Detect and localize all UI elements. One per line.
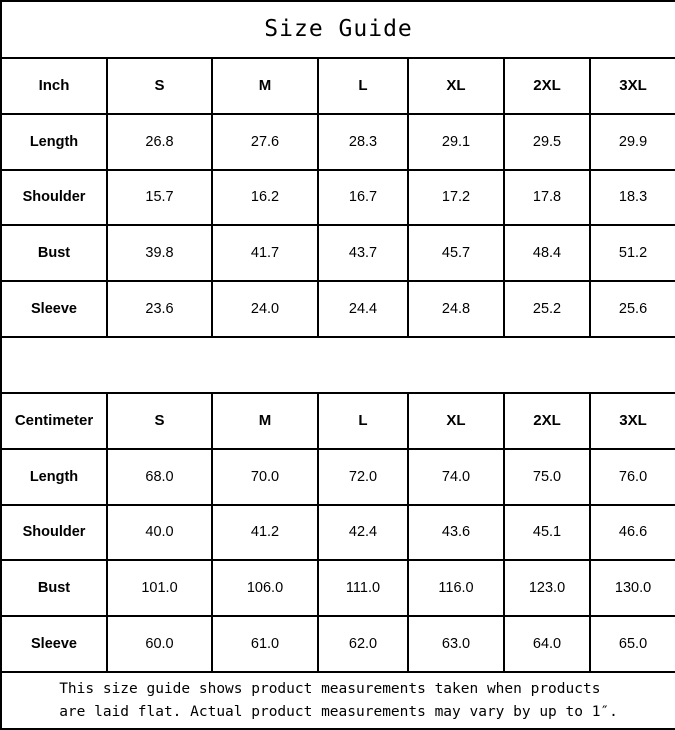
size-header-cell: S [106,56,213,115]
measurement-value-cell: 64.0 [503,615,591,674]
measurement-value-cell: 24.4 [317,280,409,339]
measurement-value-cell: 24.0 [211,280,319,339]
measurement-value-cell: 51.2 [588,224,675,283]
measurement-value-cell: 48.4 [503,224,591,283]
measurement-value-cell: 46.6 [588,503,675,562]
measurement-label-cell: Bust [0,559,108,618]
measurement-label-cell: Bust [0,224,108,283]
measurement-row: Length 68.0 70.0 72.0 74.0 75.0 76.0 [0,447,675,506]
measurement-value-cell: 17.2 [407,168,505,227]
measurement-value-cell: 41.2 [211,503,319,562]
measurement-value-cell: 25.2 [503,280,591,339]
measurement-value-cell: 116.0 [407,559,505,618]
measurement-value-cell: 27.6 [211,112,319,171]
measurement-value-cell: 74.0 [407,447,505,506]
spacer-cell [0,336,675,394]
measurement-row: Shoulder 40.0 41.2 42.4 43.6 45.1 46.6 [0,503,675,562]
measurement-value-cell: 70.0 [211,447,319,506]
size-header-cell: 2XL [503,56,591,115]
size-header-cell: 3XL [588,56,675,115]
measurement-value-cell: 15.7 [106,168,213,227]
measurement-label-cell: Sleeve [0,280,108,339]
footnote-cell: This size guide shows product measuremen… [0,671,675,730]
measurement-value-cell: 106.0 [211,559,319,618]
measurement-value-cell: 130.0 [588,559,675,618]
measurement-value-cell: 76.0 [588,447,675,506]
measurement-value-cell: 24.8 [407,280,505,339]
measurement-value-cell: 45.1 [503,503,591,562]
measurement-row: Sleeve 23.6 24.0 24.4 24.8 25.2 25.6 [0,280,675,339]
measurement-label-cell: Shoulder [0,503,108,562]
footnote-text: This size guide shows product measuremen… [59,678,618,723]
measurement-value-cell: 42.4 [317,503,409,562]
measurement-value-cell: 43.7 [317,224,409,283]
measurement-label-cell: Length [0,112,108,171]
footnote-row: This size guide shows product measuremen… [0,671,675,730]
measurement-value-cell: 26.8 [106,112,213,171]
measurement-value-cell: 68.0 [106,447,213,506]
measurement-row: Sleeve 60.0 61.0 62.0 63.0 64.0 65.0 [0,615,675,674]
measurement-value-cell: 16.2 [211,168,319,227]
measurement-row: Bust 101.0 106.0 111.0 116.0 123.0 130.0 [0,559,675,618]
size-header-cell: 2XL [503,391,591,450]
size-header-cell: XL [407,56,505,115]
size-header-cell: L [317,56,409,115]
measurement-value-cell: 75.0 [503,447,591,506]
measurement-value-cell: 29.5 [503,112,591,171]
measurement-value-cell: 40.0 [106,503,213,562]
measurement-value-cell: 45.7 [407,224,505,283]
size-header-cell: M [211,56,319,115]
page-title: Size Guide [0,0,675,59]
measurement-row: Bust 39.8 41.7 43.7 45.7 48.4 51.2 [0,224,675,283]
unit-header-cell: Centimeter [0,391,108,450]
measurement-value-cell: 28.3 [317,112,409,171]
measurement-value-cell: 65.0 [588,615,675,674]
title-row: Size Guide [0,0,675,59]
measurement-value-cell: 60.0 [106,615,213,674]
size-header-row: Centimeter S M L XL 2XL 3XL [0,391,675,450]
measurement-value-cell: 111.0 [317,559,409,618]
measurement-value-cell: 123.0 [503,559,591,618]
measurement-label-cell: Shoulder [0,168,108,227]
measurement-value-cell: 18.3 [588,168,675,227]
measurement-value-cell: 25.6 [588,280,675,339]
spacer-row [0,336,675,394]
measurement-label-cell: Length [0,447,108,506]
measurement-value-cell: 39.8 [106,224,213,283]
footnote-line-1: This size guide shows product measuremen… [59,681,601,698]
size-header-row: Inch S M L XL 2XL 3XL [0,56,675,115]
measurement-value-cell: 29.1 [407,112,505,171]
measurement-value-cell: 29.9 [588,112,675,171]
measurement-row: Length 26.8 27.6 28.3 29.1 29.5 29.9 [0,112,675,171]
measurement-value-cell: 16.7 [317,168,409,227]
size-header-cell: 3XL [588,391,675,450]
measurement-label-cell: Sleeve [0,615,108,674]
size-header-cell: L [317,391,409,450]
measurement-value-cell: 17.8 [503,168,591,227]
unit-header-cell: Inch [0,56,108,115]
measurement-value-cell: 63.0 [407,615,505,674]
measurement-value-cell: 23.6 [106,280,213,339]
footnote-line-2: are laid flat. Actual product measuremen… [59,703,618,720]
measurement-value-cell: 41.7 [211,224,319,283]
measurement-value-cell: 43.6 [407,503,505,562]
measurement-row: Shoulder 15.7 16.2 16.7 17.2 17.8 18.3 [0,168,675,227]
measurement-tables-body: Inch S M L XL 2XL 3XL Length 26.8 27.6 28.3 29.1 29.… [0,56,675,674]
size-header-cell: M [211,391,319,450]
measurement-value-cell: 62.0 [317,615,409,674]
size-header-cell: S [106,391,213,450]
measurement-value-cell: 101.0 [106,559,213,618]
size-header-cell: XL [407,391,505,450]
measurement-value-cell: 61.0 [211,615,319,674]
measurement-value-cell: 72.0 [317,447,409,506]
